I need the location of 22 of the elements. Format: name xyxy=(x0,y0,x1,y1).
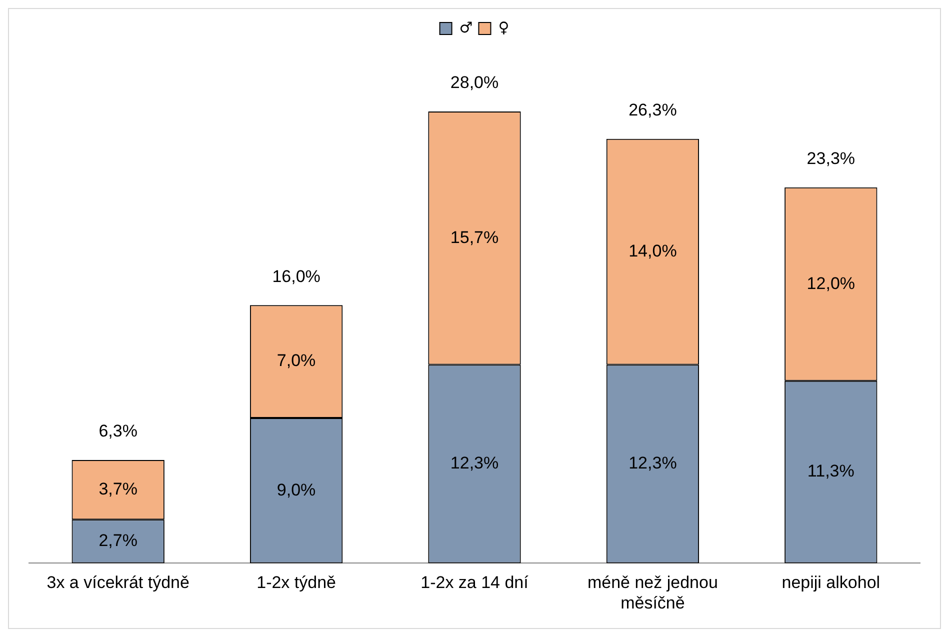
legend-label: ♀ xyxy=(498,18,510,36)
total-label: 16,0% xyxy=(272,266,320,286)
data-label: 14,0% xyxy=(628,242,677,261)
x-tick-label: 3x a vícekrát týdně xyxy=(46,573,190,592)
total-label: 6,3% xyxy=(98,422,138,441)
total-label: 28,0% xyxy=(450,73,499,92)
legend-label: ♂ xyxy=(459,18,473,36)
total-label: 23,3% xyxy=(806,149,855,168)
total-label: 26,3% xyxy=(628,100,677,120)
x-tick-label: méně než jednou měsíčně xyxy=(587,573,718,612)
data-label: 11,3% xyxy=(807,462,854,481)
data-label: 9,0% xyxy=(276,480,316,500)
data-label: 12,0% xyxy=(806,274,855,293)
data-label: 2,7% xyxy=(98,531,138,550)
data-label: 15,7% xyxy=(450,228,499,247)
data-label: 7,0% xyxy=(276,351,316,370)
x-tick-label: 1-2x týdně xyxy=(256,573,336,592)
data-label: 12,3% xyxy=(450,454,499,473)
data-label: 12,3% xyxy=(628,454,677,473)
x-tick-label: 1-2x za 14 dní xyxy=(420,573,529,592)
x-tick-label: nepiji alkohol xyxy=(782,573,880,592)
data-label: 3,7% xyxy=(98,479,138,498)
